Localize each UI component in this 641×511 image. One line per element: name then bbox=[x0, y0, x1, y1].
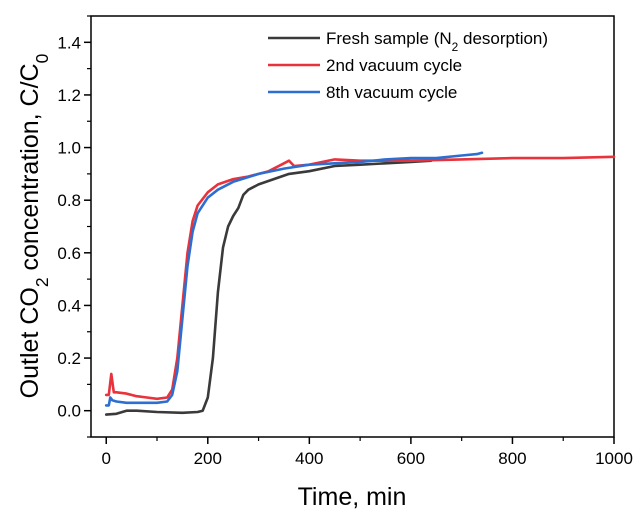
x-axis-ticks: 0 200 400 600 800 1000 bbox=[101, 437, 633, 468]
y-axis-title: Outlet CO2 concentration, C/C0 bbox=[16, 53, 52, 398]
y-tick-label: 1.4 bbox=[57, 33, 81, 52]
series-line-3 bbox=[104, 151, 484, 407]
plot-frame bbox=[90, 15, 615, 438]
series-lines bbox=[104, 151, 616, 416]
y-axis-ticks: 0.0 0.2 0.4 0.6 0.8 1.0 1.2 1.4 bbox=[57, 15, 91, 438]
x-tick-label: 400 bbox=[295, 449, 323, 468]
legend-label: Fresh sample (N2 desorption) bbox=[326, 29, 548, 54]
y-tick-label: 1.0 bbox=[57, 139, 81, 158]
y-tick-label: 0.2 bbox=[57, 349, 81, 368]
x-tick-label: 0 bbox=[101, 449, 110, 468]
x-axis-title: Time, min bbox=[298, 483, 407, 511]
legend-label: 2nd vacuum cycle bbox=[326, 56, 462, 75]
x-tick-label: 800 bbox=[498, 449, 526, 468]
y-tick-label: 0.4 bbox=[57, 296, 81, 315]
legend-label: 8th vacuum cycle bbox=[326, 83, 457, 102]
y-tick-label: 1.2 bbox=[57, 86, 81, 105]
series-line-1 bbox=[104, 159, 433, 416]
series-line-2 bbox=[104, 155, 616, 401]
y-tick-label: 0.8 bbox=[57, 191, 81, 210]
x-tick-label: 200 bbox=[194, 449, 222, 468]
legend: Fresh sample (N2 desorption) 2nd vacuum c… bbox=[268, 29, 548, 102]
y-tick-label: 0.0 bbox=[57, 402, 81, 421]
x-tick-label: 600 bbox=[397, 449, 425, 468]
x-tick-label: 1000 bbox=[595, 449, 633, 468]
y-tick-label: 0.6 bbox=[57, 244, 81, 263]
